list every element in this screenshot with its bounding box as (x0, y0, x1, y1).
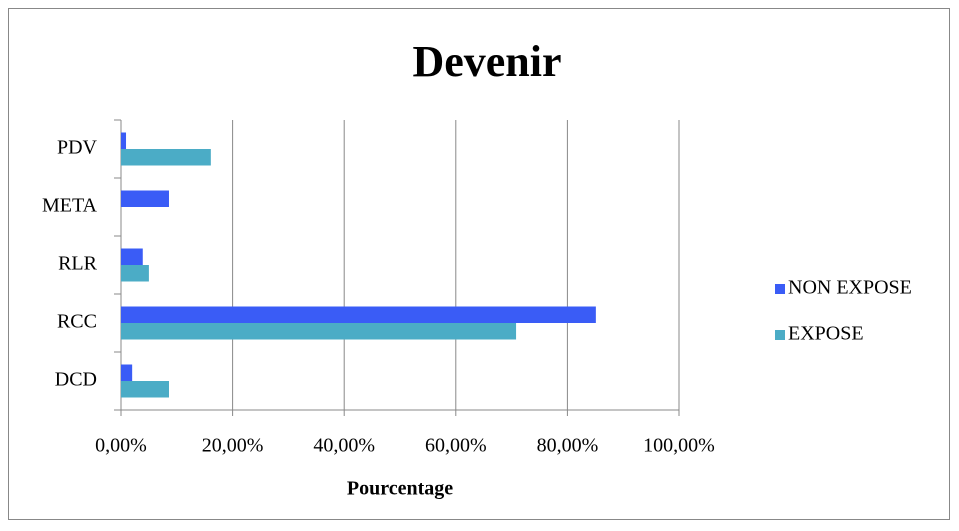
y-tick-label: RCC (57, 311, 97, 333)
y-tick-label: PDV (57, 137, 98, 159)
bar (121, 190, 169, 207)
bar (121, 149, 211, 166)
x-tick-label: 20,00% (202, 435, 264, 457)
bar (121, 265, 149, 282)
bar (121, 323, 517, 340)
bar (121, 306, 596, 323)
x-tick-label: 100,00% (643, 435, 715, 457)
x-axis-title: Pourcentage (347, 478, 453, 500)
y-tick-label: RLR (58, 253, 98, 275)
chart-border (8, 8, 950, 520)
legend-swatch (775, 284, 785, 294)
x-tick-label: 80,00% (537, 435, 599, 457)
chart-title: Devenir (412, 37, 561, 86)
x-tick-label: 40,00% (313, 435, 375, 457)
x-tick-label: 0,00% (95, 435, 147, 457)
legend-label: EXPOSE (788, 323, 864, 345)
x-tick-label: 60,00% (425, 435, 487, 457)
bar (121, 364, 133, 381)
bar (121, 132, 127, 149)
bar (121, 381, 169, 398)
y-tick-label: DCD (55, 369, 97, 391)
bar (121, 248, 143, 265)
legend-swatch (775, 330, 785, 340)
legend-label: NON EXPOSE (788, 277, 912, 299)
y-tick-label: META (42, 195, 98, 217)
